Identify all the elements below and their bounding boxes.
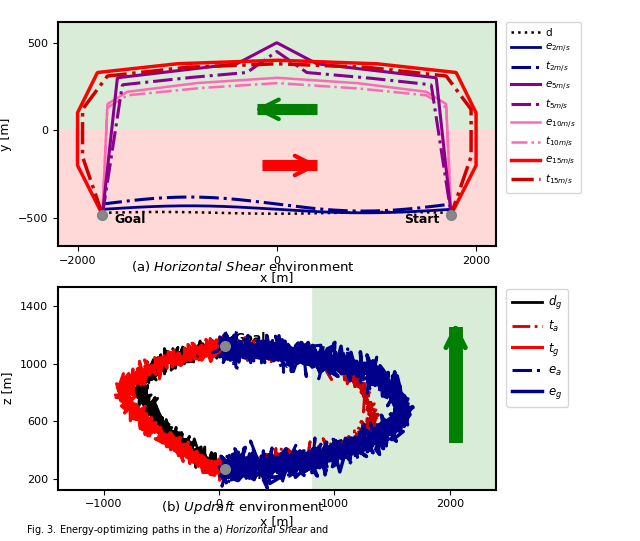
Y-axis label: z [m]: z [m] — [1, 372, 14, 405]
Text: Start: Start — [234, 470, 269, 483]
Legend: $d_g$, $t_a$, $t_g$, $e_a$, $e_g$: $d_g$, $t_a$, $t_g$, $e_a$, $e_g$ — [506, 288, 568, 407]
Y-axis label: y [m]: y [m] — [0, 117, 12, 150]
Text: Fig. 3. Energy-optimizing paths in the a) $\it{Horizontal\ Shear}$ and: Fig. 3. Energy-optimizing paths in the a… — [26, 523, 329, 537]
Bar — [58, 22, 496, 130]
Bar — [58, 130, 496, 246]
Text: Goal: Goal — [234, 332, 266, 345]
X-axis label: x [m]: x [m] — [260, 515, 294, 528]
Bar — [312, 287, 496, 490]
Legend: d, $e_{2m/s}$, $t_{2m/s}$, $e_{5m/s}$, $t_{5m/s}$, $e_{10m/s}$, $t_{10m/s}$, $e_: d, $e_{2m/s}$, $t_{2m/s}$, $e_{5m/s}$, $… — [506, 22, 581, 193]
Text: Goal: Goal — [115, 213, 146, 226]
Text: (b) $\it{Updraft}$ environment: (b) $\it{Updraft}$ environment — [161, 499, 325, 516]
X-axis label: x [m]: x [m] — [260, 272, 294, 285]
Text: Start: Start — [404, 213, 439, 226]
Text: (a) $\it{Horizontal\ Shear}$ environment: (a) $\it{Horizontal\ Shear}$ environment — [131, 259, 355, 274]
Bar — [58, 287, 312, 490]
